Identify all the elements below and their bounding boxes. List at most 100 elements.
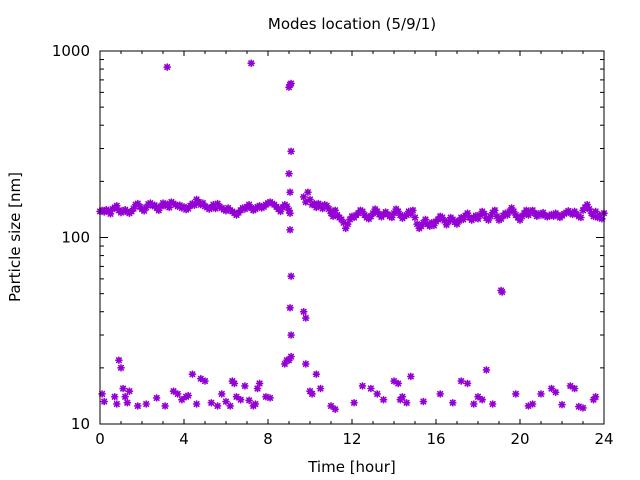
data-point xyxy=(411,213,419,222)
data-point xyxy=(245,396,253,405)
data-point xyxy=(341,224,350,233)
data-point xyxy=(251,400,260,408)
y-axis-label: Particle size [nm] xyxy=(6,172,24,302)
data-point xyxy=(230,379,239,388)
data-point xyxy=(406,372,415,381)
x-tick-label: 20 xyxy=(510,430,529,448)
data-point xyxy=(566,382,575,390)
data-point xyxy=(236,395,245,404)
x-tick-label: 8 xyxy=(263,430,273,448)
data-point xyxy=(287,147,295,156)
data-point xyxy=(113,400,121,408)
data-point xyxy=(287,331,295,339)
axes: 0 4 8 12 16 20 24 10 100 1000 xyxy=(52,42,614,448)
data-point xyxy=(247,59,255,68)
data-point xyxy=(498,288,506,296)
data-point xyxy=(490,206,499,215)
data-point xyxy=(301,314,310,322)
data-point xyxy=(287,79,295,88)
data-point xyxy=(207,398,216,407)
y-tick-label: 100 xyxy=(61,229,90,247)
data-point xyxy=(308,390,316,398)
data-point xyxy=(192,400,201,408)
y-tick-label: 1000 xyxy=(52,42,90,60)
data-point xyxy=(299,193,308,201)
data-point xyxy=(304,188,312,196)
data-point xyxy=(287,272,295,281)
data-point xyxy=(283,356,291,364)
data-point xyxy=(123,398,132,407)
data-point xyxy=(398,392,407,401)
data-point xyxy=(255,379,264,388)
data-point xyxy=(528,400,537,408)
data-point xyxy=(222,397,230,406)
data-point xyxy=(482,366,491,374)
data-point xyxy=(110,392,119,401)
data-point xyxy=(161,402,169,410)
data-point xyxy=(119,384,127,393)
data-point xyxy=(358,382,367,390)
data-point xyxy=(436,390,445,398)
data-point xyxy=(579,404,587,412)
x-tick-label: 4 xyxy=(179,430,189,448)
data-point xyxy=(448,398,457,407)
data-point xyxy=(577,213,585,222)
data-point xyxy=(121,392,129,401)
data-point xyxy=(226,402,234,410)
data-point xyxy=(286,303,294,312)
data-point xyxy=(299,307,308,316)
data-point xyxy=(286,209,294,217)
data-point xyxy=(173,390,182,398)
data-point xyxy=(419,397,428,406)
data-point xyxy=(350,398,358,407)
data-point xyxy=(117,364,125,372)
data-point xyxy=(285,169,293,178)
data-point xyxy=(570,384,579,393)
data-point xyxy=(394,379,403,388)
data-point xyxy=(488,400,497,408)
x-tick-label: 16 xyxy=(426,430,445,448)
data-point xyxy=(409,206,417,215)
data-point xyxy=(373,390,382,398)
data-point xyxy=(253,384,262,393)
data-point xyxy=(551,388,560,397)
data-point xyxy=(547,384,556,393)
data-point xyxy=(190,201,199,210)
data-point xyxy=(201,377,209,385)
data-point xyxy=(134,402,142,410)
data-point xyxy=(241,382,249,390)
data-point xyxy=(286,188,294,196)
x-axis-label: Time [hour] xyxy=(307,458,396,476)
data-point xyxy=(558,400,566,409)
data-point xyxy=(213,402,222,410)
data-point xyxy=(537,390,545,398)
data-point xyxy=(331,405,340,414)
chart-title: Modes location (5/9/1) xyxy=(268,15,436,33)
data-points xyxy=(96,59,608,414)
data-point xyxy=(457,377,466,385)
y-tick-label: 10 xyxy=(71,415,90,433)
data-point xyxy=(115,356,123,364)
data-point xyxy=(142,400,150,408)
data-point xyxy=(301,360,310,368)
data-point xyxy=(184,391,192,400)
x-tick-label: 0 xyxy=(95,430,105,448)
data-point xyxy=(402,398,411,407)
data-point xyxy=(125,387,134,395)
data-point xyxy=(469,400,478,408)
data-point xyxy=(316,384,325,393)
x-tick-label: 24 xyxy=(594,430,613,448)
data-point xyxy=(163,63,171,71)
data-point xyxy=(188,370,197,378)
data-point xyxy=(327,402,335,410)
plot-frame xyxy=(99,50,605,425)
data-point xyxy=(312,370,321,378)
data-point xyxy=(591,392,600,401)
x-tick-label: 12 xyxy=(342,430,361,448)
data-point xyxy=(367,384,375,393)
data-point xyxy=(266,394,274,402)
data-point xyxy=(152,394,161,402)
data-point xyxy=(379,395,388,404)
data-point xyxy=(218,390,226,398)
data-point xyxy=(100,397,108,406)
